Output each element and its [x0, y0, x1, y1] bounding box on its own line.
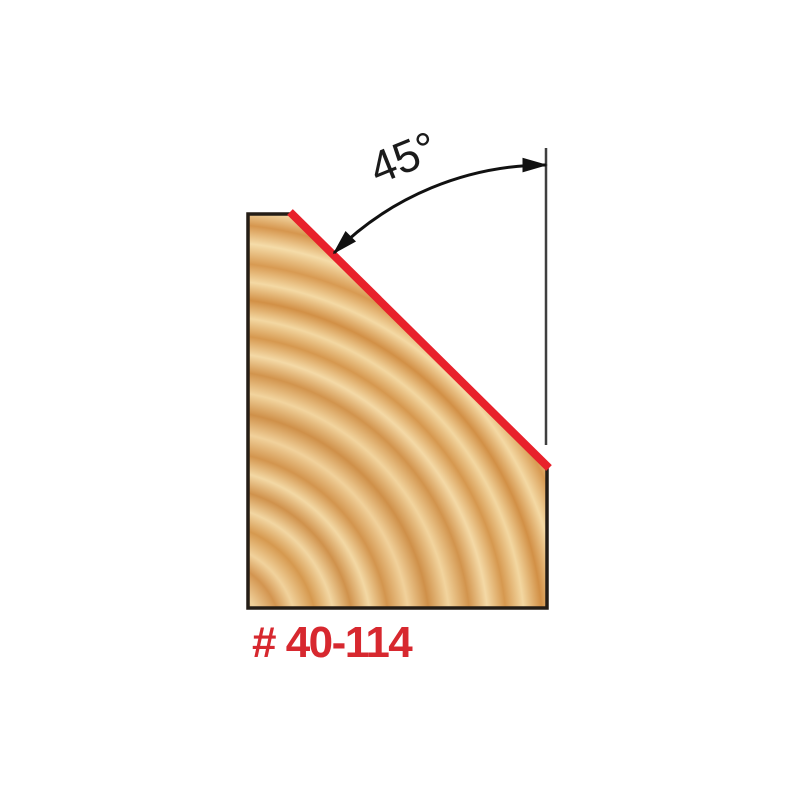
wood-cross-section	[246, 212, 549, 610]
part-number: # 40-114	[252, 618, 413, 667]
angle-dimension-arc	[332, 157, 548, 255]
chamfer-edge-highlight	[287, 209, 552, 471]
